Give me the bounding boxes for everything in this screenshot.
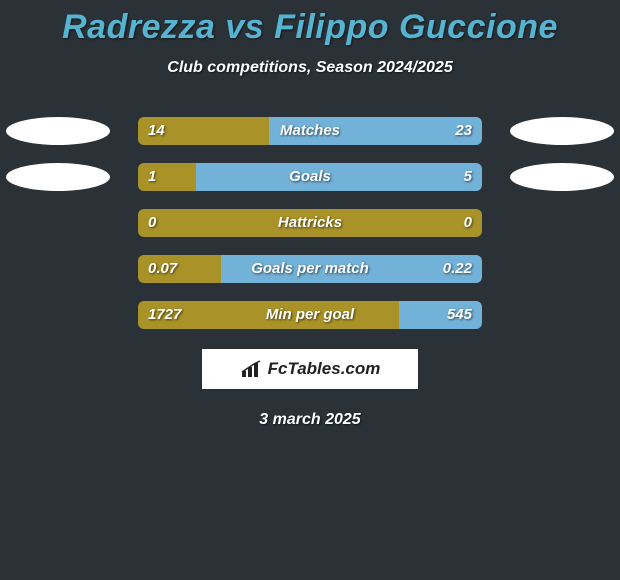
stat-value-right: 0.22 [443, 255, 472, 283]
stat-row: Goals per match0.07 0.22 [0, 255, 620, 283]
stat-row: Goals1 5 [0, 163, 620, 191]
player-right-marker [510, 163, 614, 191]
bar-chart-icon [240, 359, 264, 379]
stat-value-right: 545 [447, 301, 472, 329]
comparison-title: Radrezza vs Filippo Guccione [0, 0, 620, 47]
stat-value-left: 14 [148, 117, 165, 145]
stat-row: Min per goal1727 545 [0, 301, 620, 329]
stat-value-left: 1 [148, 163, 156, 191]
stat-value-right: 23 [455, 117, 472, 145]
stat-label: Matches [138, 117, 482, 145]
stat-bar-track: Goals per match0.07 0.22 [138, 255, 482, 283]
stat-value-right: 5 [464, 163, 472, 191]
stat-value-left: 0.07 [148, 255, 177, 283]
brand-box: FcTables.com [202, 349, 418, 389]
brand-text: FcTables.com [268, 359, 381, 379]
player-left-marker [6, 163, 110, 191]
stat-label: Min per goal [138, 301, 482, 329]
date-label: 3 march 2025 [0, 411, 620, 429]
stat-value-left: 1727 [148, 301, 181, 329]
brand-label: FcTables.com [240, 359, 381, 379]
stat-label: Goals [138, 163, 482, 191]
stat-value-left: 0 [148, 209, 156, 237]
player-right-marker [510, 117, 614, 145]
stat-bar-track: Hattricks0 0 [138, 209, 482, 237]
chart-area: Matches14 23 Goals1 5 Hattricks0 0 Goals per m… [0, 117, 620, 329]
subtitle: Club competitions, Season 2024/2025 [0, 59, 620, 77]
player-left-marker [6, 117, 110, 145]
stat-value-right: 0 [464, 209, 472, 237]
stat-bar-track: Min per goal1727 545 [138, 301, 482, 329]
stat-bar-track: Goals1 5 [138, 163, 482, 191]
stat-row: Matches14 23 [0, 117, 620, 145]
stat-bar-track: Matches14 23 [138, 117, 482, 145]
stat-label: Hattricks [138, 209, 482, 237]
stat-row: Hattricks0 0 [0, 209, 620, 237]
stat-label: Goals per match [138, 255, 482, 283]
infographic-container: Radrezza vs Filippo Guccione Club compet… [0, 0, 620, 580]
